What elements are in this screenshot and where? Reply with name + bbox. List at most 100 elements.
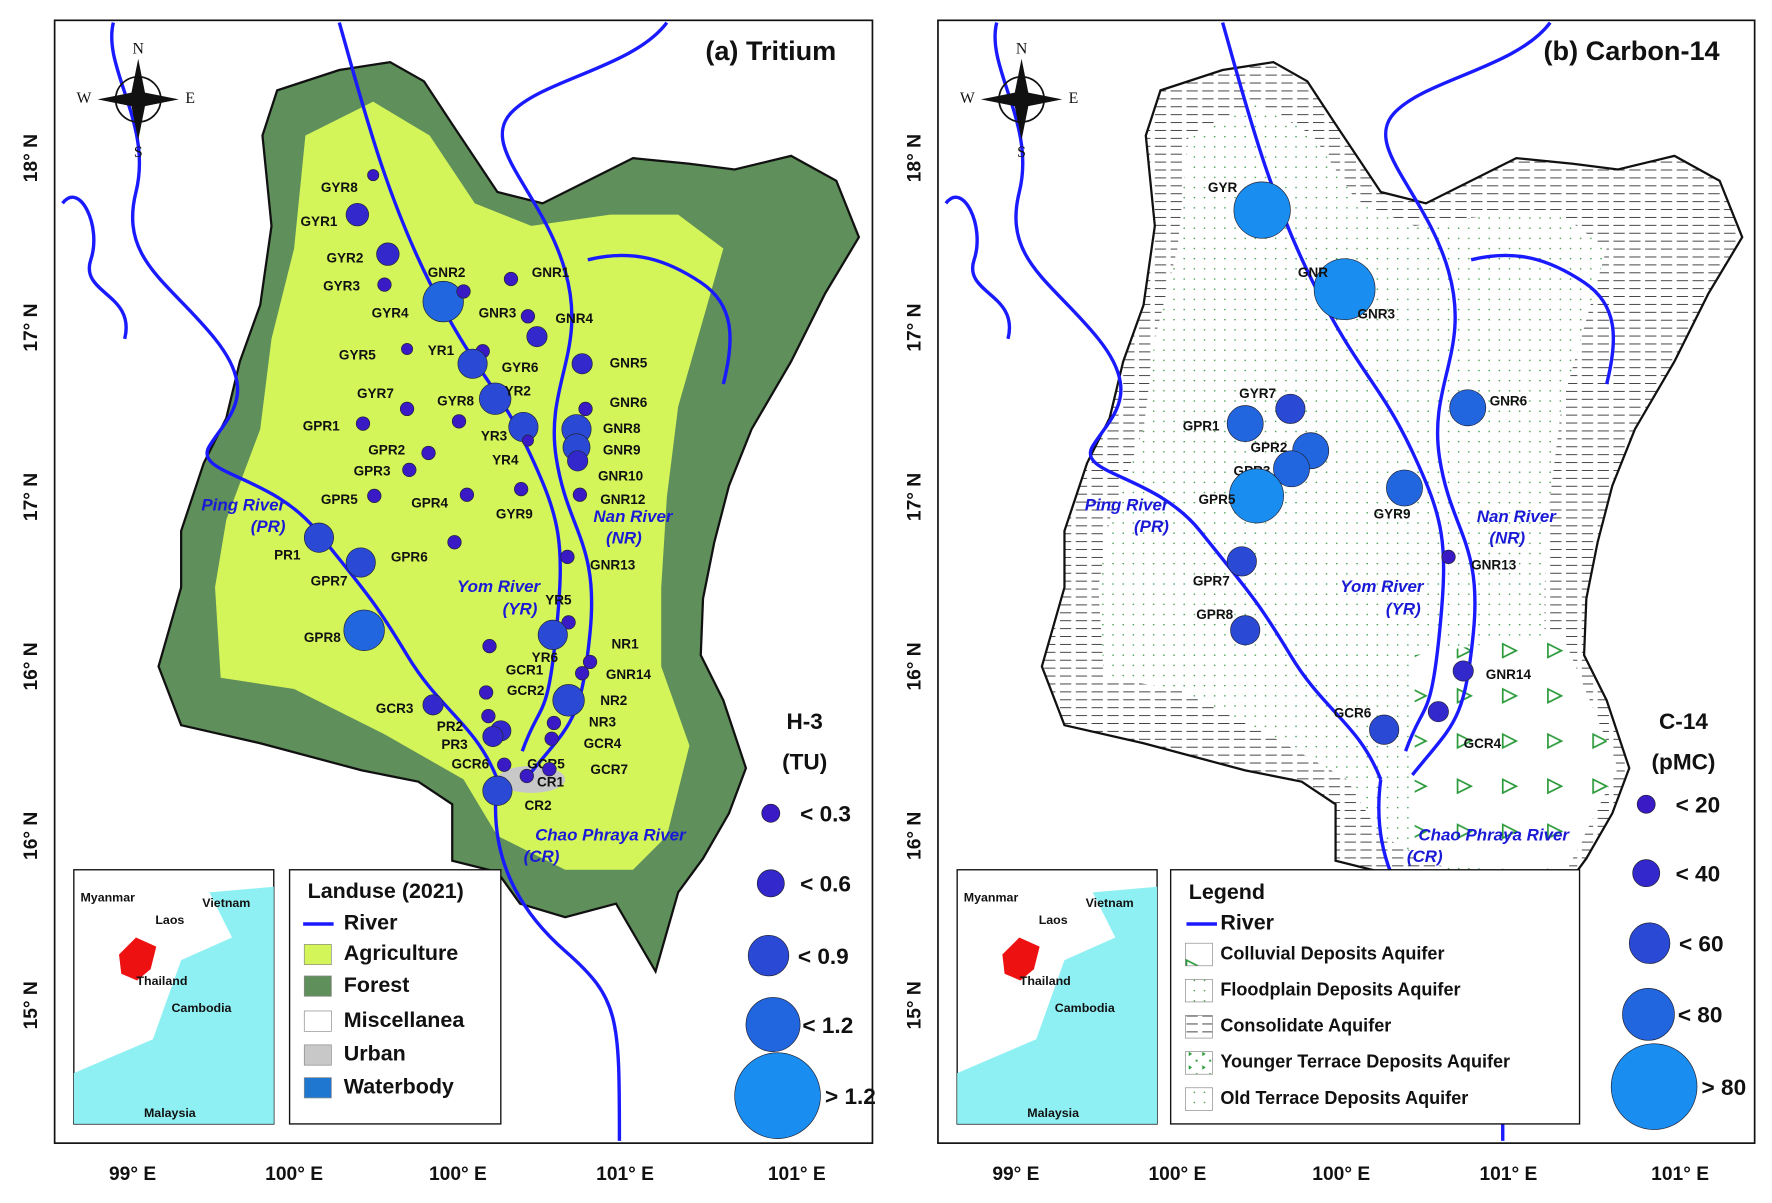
size-legend-marker [756, 869, 785, 898]
compass-label: E [185, 90, 195, 107]
compass-label: N [133, 40, 145, 57]
size-legend-title: C-14 [1659, 709, 1708, 734]
station-marker [376, 242, 400, 266]
river [1383, 21, 1552, 776]
river-label: (NR) [1489, 528, 1525, 547]
inset-thailand [1002, 937, 1040, 981]
station-label: GNR5 [610, 355, 648, 370]
inset-label: Myanmar [964, 890, 1019, 904]
station-marker [519, 768, 534, 784]
station-label: GYR [1208, 180, 1238, 195]
legend-title: Landuse (2021) [308, 879, 464, 903]
station-marker [1427, 701, 1449, 723]
station-label: CR2 [525, 798, 552, 813]
lon-label: 101° E [1479, 1164, 1537, 1185]
inset-sea [73, 886, 274, 1124]
station-marker [514, 481, 529, 497]
river [61, 195, 128, 340]
inset-label: Vietnam [202, 896, 250, 910]
inset-label: Thailand [1020, 974, 1071, 988]
station-label: GPR5 [1199, 492, 1236, 507]
map-panel: GYR8 GYR1 GYR2 GYR3 GNR2 GNR1 GYR4 GNR3 GNR4 GYR5… [21, 21, 876, 1185]
station-label: NR2 [600, 693, 627, 708]
legend-label: Consolidate Aquifer [1220, 1016, 1391, 1036]
legend-swatch [303, 1010, 332, 1032]
station-label: GYR7 [1239, 386, 1276, 401]
station-marker [343, 609, 385, 651]
size-legend-marker [747, 934, 790, 977]
legend-swatch [1184, 1087, 1213, 1111]
river-label: Nan River [593, 507, 673, 526]
compass-label: N [1016, 40, 1028, 57]
station-marker [1233, 181, 1291, 239]
size-legend-label: > 80 [1702, 1075, 1747, 1100]
size-legend-label: < 0.9 [798, 944, 849, 969]
station-marker [482, 725, 504, 747]
inset-label: Vietnam [1086, 896, 1134, 910]
station-label: GCR7 [590, 762, 628, 777]
station-label: GNR8 [603, 421, 641, 436]
station-marker [1369, 714, 1400, 745]
station-label: GNR13 [590, 557, 636, 572]
legend-swatch [1184, 979, 1213, 1003]
station-label: GYR9 [1374, 507, 1411, 522]
station-label: GPR6 [391, 550, 428, 565]
station-marker [526, 326, 548, 348]
station-label: GYR8 [321, 180, 358, 195]
river-label: (YR) [503, 599, 538, 618]
station-marker [561, 615, 576, 630]
station-marker [457, 348, 488, 379]
station-label: PR1 [274, 547, 301, 562]
station-marker [479, 382, 512, 415]
compass-label: W [77, 90, 92, 107]
river [1470, 253, 1616, 385]
legend-label: Waterbody [344, 1074, 454, 1098]
inset-label: Malaysia [1027, 1106, 1079, 1120]
station-label: GYR8 [437, 394, 474, 409]
station-label: GPR8 [304, 630, 341, 645]
legend-label: Urban [344, 1042, 406, 1066]
river [944, 195, 1012, 340]
station-label: GYR4 [372, 306, 409, 321]
legend-swatch [1184, 1015, 1213, 1039]
station-marker [402, 462, 417, 478]
station-marker [1449, 389, 1487, 427]
river-label: Chao Phraya River [535, 825, 687, 844]
station-marker [421, 445, 436, 461]
station-marker [582, 654, 598, 670]
lon-label: 100° E [429, 1164, 487, 1185]
river [500, 21, 669, 776]
station-label: GPR8 [1196, 607, 1233, 622]
inset-label: Malaysia [144, 1106, 196, 1120]
station-label: GNR9 [603, 442, 641, 457]
inset-label: Laos [155, 913, 184, 927]
map-panel: GYRGNRGNR3GYR7GPR1GPR2GPR3GPR5GYR9GNR6GN… [904, 21, 1747, 1185]
legend-swatch [303, 1077, 332, 1099]
lon-label: 100° E [1312, 1164, 1370, 1185]
compass-rose [980, 58, 1063, 141]
lon-label: 101° E [1651, 1164, 1709, 1185]
station-marker [578, 401, 593, 417]
size-legend-label: > 1.2 [825, 1084, 876, 1109]
station-marker [481, 709, 496, 724]
station-label: GPR1 [303, 419, 340, 434]
station-label: PR2 [437, 719, 463, 734]
river-label: (PR) [251, 517, 286, 536]
station-label: NR1 [612, 637, 640, 652]
river-label: (NR) [606, 528, 642, 547]
station-marker [451, 414, 467, 429]
size-legend-title: H-3 [786, 709, 822, 734]
river [993, 22, 1383, 781]
station-label: GYR2 [326, 250, 363, 265]
station-label: YR1 [428, 343, 455, 358]
station-marker [422, 280, 464, 323]
station-label: GYR5 [339, 347, 376, 362]
station-label: GPR4 [411, 495, 448, 510]
station-marker [1452, 660, 1474, 682]
station-label: GNR [1298, 265, 1328, 280]
station-marker [377, 277, 392, 292]
station-marker [1226, 546, 1257, 577]
legend-label: Agriculture [344, 941, 458, 965]
station-marker [422, 694, 444, 716]
station-marker [459, 487, 475, 502]
